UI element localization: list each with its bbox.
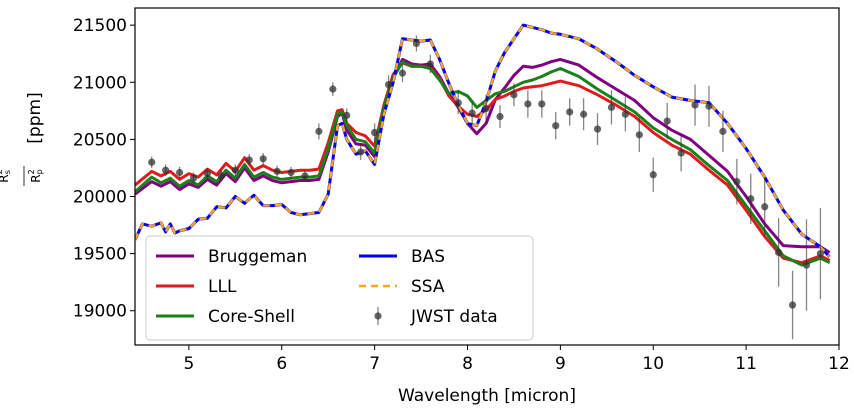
y-tick-label: 19500 xyxy=(73,245,127,265)
data-point xyxy=(245,156,253,164)
svg-text:R2p: R2p xyxy=(27,169,44,183)
data-point xyxy=(663,117,671,125)
x-tick-label: 12 xyxy=(828,354,850,374)
data-point xyxy=(649,171,657,179)
y-label-numerator-sup: 2 xyxy=(27,169,36,174)
y-tick-label: 20000 xyxy=(73,187,127,207)
data-point xyxy=(719,127,727,135)
series-line-ssa xyxy=(135,23,831,258)
legend-label-jwst-data: JWST data xyxy=(410,307,498,327)
plot-frame xyxy=(134,7,840,346)
y-axis-unit: [ppm] xyxy=(25,92,45,143)
data-point xyxy=(733,178,741,186)
legend-label-lll: LLL xyxy=(208,277,237,297)
data-point xyxy=(524,100,532,108)
y-label-denominator-sub: s xyxy=(3,170,12,174)
x-tick-label: 9 xyxy=(555,354,566,374)
data-point xyxy=(677,149,685,157)
data-point xyxy=(412,39,421,48)
y-label-denominator-r: R xyxy=(0,174,11,182)
data-point xyxy=(747,195,755,203)
x-tick-label: 6 xyxy=(276,354,287,374)
data-point xyxy=(607,103,616,111)
data-point xyxy=(357,148,365,156)
data-point xyxy=(761,203,769,211)
y-label-denominator-sup: 2 xyxy=(0,169,4,174)
data-point xyxy=(775,248,783,257)
data-point xyxy=(315,127,323,135)
data-point xyxy=(329,85,337,93)
data-point xyxy=(579,110,588,118)
data-point xyxy=(482,104,490,113)
data-point xyxy=(189,174,198,182)
data-point xyxy=(816,250,825,258)
y-tick-label: 20500 xyxy=(73,130,127,150)
x-tick-label: 7 xyxy=(369,354,380,374)
data-point xyxy=(231,166,239,174)
series-line-lll xyxy=(135,61,831,265)
legend-label-bruggeman: Bruggeman xyxy=(208,247,307,267)
svg-text:R2s: R2s xyxy=(0,169,12,182)
data-point xyxy=(175,168,184,177)
y-axis: 19000 19500 20000 20500 21000 21500 xyxy=(73,16,135,322)
y-label-numerator-sub: p xyxy=(35,169,44,174)
data-point xyxy=(217,172,225,180)
data-point xyxy=(287,168,295,177)
data-point xyxy=(259,155,267,163)
legend-swatch-jwst-data xyxy=(374,312,382,320)
data-point xyxy=(203,170,212,178)
data-point xyxy=(454,99,462,107)
data-point xyxy=(635,131,643,139)
data-point xyxy=(496,112,504,121)
series-line-bas xyxy=(135,23,831,259)
data-point xyxy=(593,125,602,133)
data-point xyxy=(384,80,393,89)
data-point xyxy=(788,301,797,309)
data-point xyxy=(510,91,518,99)
data-point xyxy=(398,69,407,77)
data-point xyxy=(691,101,699,109)
x-tick-label: 11 xyxy=(735,354,757,374)
data-point xyxy=(552,122,560,130)
y-tick-label: 21000 xyxy=(73,73,127,93)
x-tick-label: 8 xyxy=(462,354,473,374)
data-point xyxy=(426,60,434,68)
x-axis: 5 6 7 8 9 10 11 12 xyxy=(183,345,850,374)
data-point xyxy=(273,167,281,175)
data-point xyxy=(705,102,713,110)
data-point xyxy=(371,128,379,137)
y-axis-label: R2p xyxy=(27,169,44,183)
data-point xyxy=(468,109,476,117)
legend-label-bas: BAS xyxy=(411,247,445,267)
series-line-core-shell xyxy=(135,60,831,267)
x-tick-label: 5 xyxy=(183,354,194,374)
legend: Bruggeman LLL Core-Shell BAS SSA JWST data xyxy=(145,235,534,341)
x-axis-label: Wavelength [micron] xyxy=(398,386,576,406)
data-point xyxy=(566,108,574,116)
data-point xyxy=(802,261,811,269)
data-point xyxy=(162,166,170,174)
legend-label-core-shell: Core-Shell xyxy=(208,307,295,327)
y-label-numerator-r: R xyxy=(29,174,43,182)
data-point xyxy=(621,110,629,118)
x-tick-label: 10 xyxy=(642,354,664,374)
data-point xyxy=(538,100,546,108)
data-point xyxy=(343,111,351,119)
legend-box xyxy=(145,235,534,341)
y-tick-label: 19000 xyxy=(73,302,127,322)
series-line-bruggeman xyxy=(135,57,831,254)
data-point xyxy=(301,172,309,180)
data-point xyxy=(148,158,156,166)
legend-label-ssa: SSA xyxy=(411,277,445,297)
y-tick-label: 21500 xyxy=(73,16,127,36)
